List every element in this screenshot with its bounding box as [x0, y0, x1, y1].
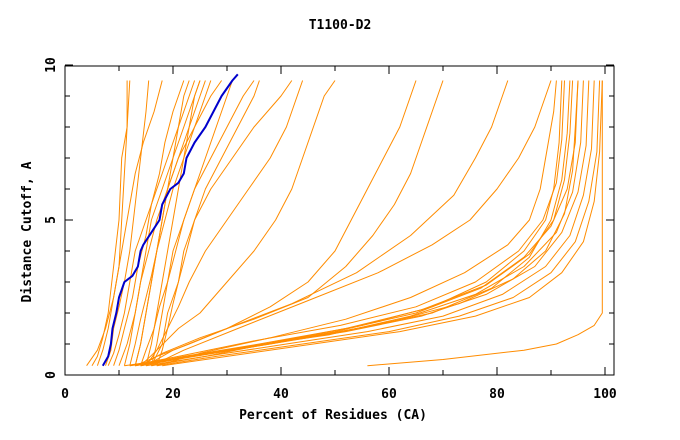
- series-layer: [86, 73, 603, 367]
- x-tick-label: 40: [273, 387, 289, 402]
- series-line-4: [91, 80, 131, 366]
- series-line-25: [140, 80, 571, 367]
- x-tick-label: 80: [489, 387, 505, 402]
- series-line-22: [151, 80, 552, 367]
- series-line-34: [129, 80, 565, 367]
- series-line-26: [135, 80, 574, 367]
- series-line-18: [140, 80, 336, 367]
- y-axis-label: Distance Cutoff, A: [20, 161, 35, 302]
- series-line-32: [162, 80, 603, 367]
- series-line-11: [140, 80, 255, 366]
- series-line-20: [140, 80, 444, 367]
- series-line-29: [140, 80, 590, 367]
- series-line-13: [150, 80, 233, 366]
- series-line-23: [156, 80, 557, 367]
- y-tick-label: 0: [44, 371, 59, 379]
- series-line-15: [134, 80, 190, 366]
- tick-layer: 0 20 40 60 80 100 0 5 10: [44, 57, 617, 402]
- series-line-33: [135, 80, 579, 367]
- series-line-16: [150, 80, 293, 366]
- series-line-3: [96, 80, 128, 366]
- highlight-series-line: [101, 73, 239, 367]
- series-line-14: [156, 80, 260, 366]
- series-line-6: [113, 80, 185, 366]
- series-line-7: [118, 80, 201, 366]
- y-tick-label: 5: [44, 216, 59, 224]
- series-line-8: [123, 80, 206, 366]
- series-line-5: [86, 80, 163, 366]
- series-line-31: [156, 80, 601, 367]
- series-line-12: [145, 80, 201, 366]
- series-line-21: [145, 80, 509, 367]
- series-line-35: [367, 80, 603, 367]
- chart-title: T1100-D2: [309, 18, 372, 33]
- y-tick-label: 10: [44, 57, 59, 73]
- x-tick-label: 100: [593, 387, 617, 402]
- plot-frame: [64, 65, 615, 376]
- series-line-30: [151, 80, 595, 367]
- series-line-17: [145, 80, 304, 366]
- x-axis-label: Percent of Residues (CA): [239, 408, 427, 423]
- x-tick-label: 0: [61, 387, 69, 402]
- series-line-2: [107, 80, 196, 366]
- x-tick-label: 60: [381, 387, 397, 402]
- x-tick-label: 20: [165, 387, 181, 402]
